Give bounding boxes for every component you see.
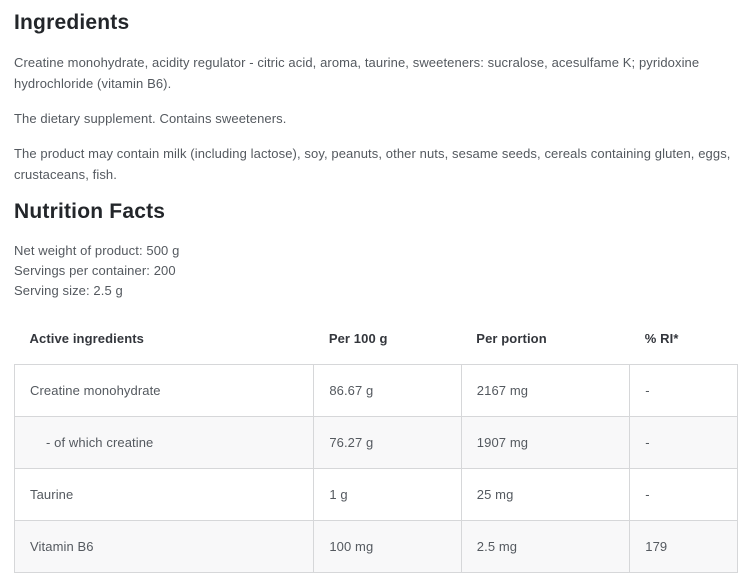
column-header-per-100g: Per 100 g	[328, 331, 388, 346]
value-per-100g: 76.27 g	[313, 416, 462, 469]
table-header-row: Active ingredients Per 100 g Per portion…	[15, 317, 738, 365]
value-per-portion: 25 mg	[460, 468, 631, 521]
nutrition-facts-heading: Nutrition Facts	[14, 200, 166, 223]
ingredients-composition-text: Creatine monohydrate, acidity regulator …	[14, 55, 700, 91]
ingredient-name: - of which creatine	[13, 416, 315, 469]
table-row-of-which-creatine: - of which creatine 76.27 g 1907 mg -	[13, 416, 738, 469]
serving-details: Net weight of product: 500 g Servings pe…	[14, 241, 738, 301]
ingredient-name: Vitamin B6	[13, 520, 315, 573]
column-header-active-ingredients: Active ingredients	[29, 331, 144, 346]
value-ri-percent: -	[629, 416, 738, 469]
servings-per-container-line: Servings per container: 200	[14, 263, 176, 278]
table-row-creatine-monohydrate: Creatine monohydrate 86.67 g 2167 mg -	[13, 364, 738, 417]
column-header-per-portion: Per portion	[476, 331, 547, 346]
net-weight-line: Net weight of product: 500 g	[14, 243, 180, 258]
serving-size-line: Serving size: 2.5 g	[14, 283, 123, 298]
value-per-100g: 86.67 g	[313, 364, 462, 417]
value-ri-percent: -	[629, 364, 738, 417]
value-per-100g: 100 mg	[313, 520, 462, 573]
allergen-warning-text: The product may contain milk (including …	[14, 146, 731, 182]
value-ri-percent: -	[629, 468, 738, 521]
value-ri-percent: 179	[629, 520, 738, 573]
ingredients-heading: Ingredients	[14, 11, 130, 34]
ingredient-name: Creatine monohydrate	[13, 364, 315, 417]
column-header-ri-percent: % RI*	[644, 331, 679, 346]
value-per-100g: 1 g	[313, 468, 462, 521]
table-row-taurine: Taurine 1 g 25 mg -	[13, 468, 738, 521]
table-row-vitamin-b6: Vitamin B6 100 mg 2.5 mg 179	[13, 520, 738, 573]
value-per-portion: 2167 mg	[460, 364, 631, 417]
active-ingredients-table: Active ingredients Per 100 g Per portion…	[13, 317, 738, 573]
value-per-portion: 1907 mg	[460, 416, 631, 469]
dietary-supplement-note: The dietary supplement. Contains sweeten…	[14, 111, 287, 126]
value-per-portion: 2.5 mg	[460, 520, 631, 573]
ingredient-name: Taurine	[13, 468, 315, 521]
